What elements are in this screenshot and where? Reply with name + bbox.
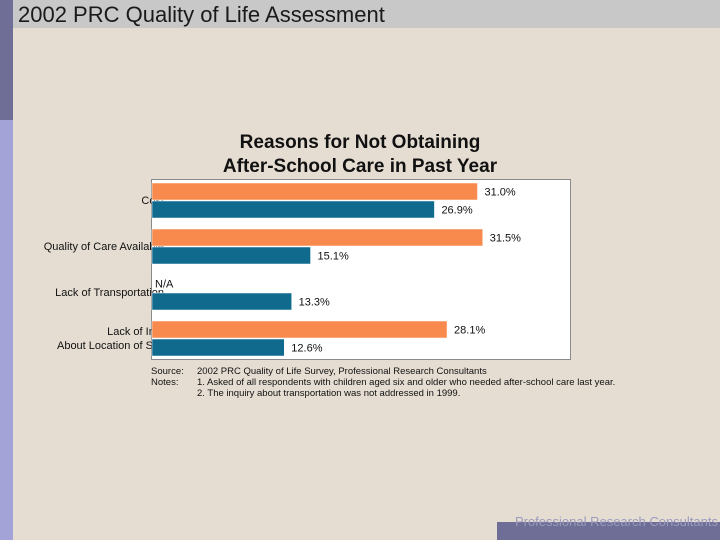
- category-label-3: Lack of Info About Location of Svc: [57, 325, 164, 353]
- value-label-2002-0: 31.0%: [485, 187, 516, 199]
- chart-title: Reasons for Not Obtaining After-School C…: [150, 131, 570, 179]
- bar-2002-0: [151, 182, 478, 201]
- chart-notes: Source: 2002 PRC Quality of Life Survey,…: [151, 366, 615, 399]
- bar-2002-1: [151, 228, 483, 247]
- source-key: Source:: [151, 366, 184, 377]
- bar-1999-0: [151, 200, 435, 219]
- chart-title-line1: Reasons for Not Obtaining: [239, 132, 481, 153]
- bar-1999-1: [151, 246, 311, 265]
- source-text: 2002 PRC Quality of Life Survey, Profess…: [197, 366, 487, 377]
- bar-2002-3: [151, 320, 448, 339]
- category-label-line: Lack of Info: [107, 326, 164, 338]
- page-title: 2002 PRC Quality of Life Assessment: [18, 2, 385, 27]
- category-label-line: About Location of Svc: [56, 340, 164, 352]
- category-label-line: Lack of Transportation: [55, 287, 164, 299]
- value-label-1999-1: 15.1%: [318, 251, 349, 263]
- value-label-2002-1: 31.5%: [490, 233, 521, 245]
- chart-title-line2: After-School Care in Past Year: [222, 156, 498, 177]
- value-label-1999-2: 13.3%: [299, 297, 330, 309]
- left-accent-strip-light: [0, 120, 13, 540]
- bar-1999-3: [151, 338, 285, 357]
- note-1: 1. Asked of all respondents with childre…: [197, 377, 616, 388]
- note-2: 2. The inquiry about transportation was …: [197, 388, 461, 399]
- value-label-1999-0: 26.9%: [441, 205, 472, 217]
- bar-1999-2: [151, 292, 292, 311]
- value-label-1999-3: 12.6%: [291, 343, 322, 355]
- footer-text: Professional Research Consultants: [514, 514, 718, 529]
- footer-bar: [497, 522, 720, 540]
- category-label-line: Quality of Care Available: [43, 241, 164, 253]
- notes-key: Notes:: [151, 377, 179, 388]
- category-label-1: Quality of Care Available: [44, 240, 164, 254]
- left-accent-strip-dark: [0, 0, 13, 120]
- title-bar: [0, 0, 720, 28]
- category-label-2: Lack of Transportation: [55, 286, 164, 300]
- value-label-2002-2: N/A: [155, 279, 174, 291]
- value-label-2002-3: 28.1%: [454, 325, 485, 337]
